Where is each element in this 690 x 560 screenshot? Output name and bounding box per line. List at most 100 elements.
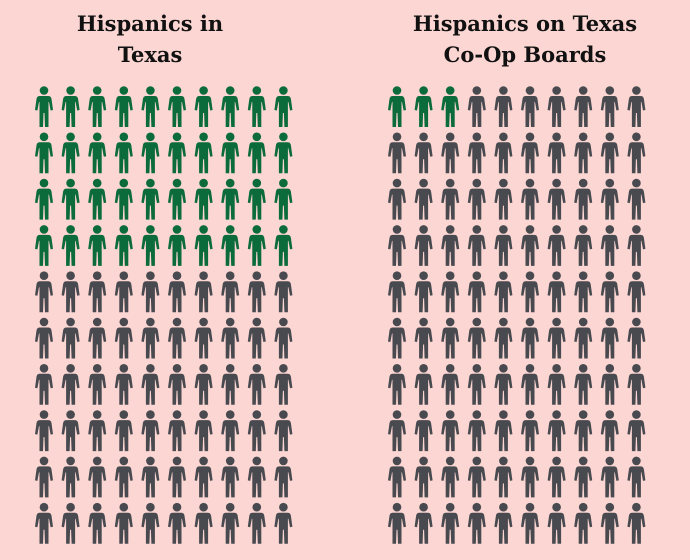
person-icon [168, 410, 186, 452]
person-icon [194, 364, 213, 405]
person-icon-highlighted [194, 86, 213, 127]
person-icon-highlighted [441, 86, 460, 127]
person-icon-highlighted [114, 86, 133, 127]
chart-hispanics-in-texas: Hispanics in Texas [0, 0, 300, 560]
person-icon [627, 502, 646, 544]
person-icon [547, 271, 566, 313]
person-icon [600, 225, 619, 266]
person-icon [521, 410, 539, 452]
person-icon-highlighted [194, 178, 213, 220]
person-icon [247, 364, 266, 405]
person-icon [494, 364, 513, 405]
person-icon [441, 132, 460, 174]
person-icon [414, 317, 433, 359]
person-icon [547, 86, 566, 127]
person-icon [600, 178, 619, 220]
person-icon-highlighted [114, 225, 133, 266]
person-icon [547, 317, 566, 359]
person-icon-highlighted [414, 86, 433, 127]
person-icon [414, 178, 433, 220]
person-icon-highlighted [168, 86, 186, 127]
person-icon [61, 271, 80, 313]
person-icon [600, 132, 619, 174]
person-icon-highlighted [114, 178, 133, 220]
person-icon [114, 364, 133, 405]
pictogram-grid [35, 86, 293, 544]
person-icon [600, 364, 619, 405]
person-icon [274, 502, 293, 544]
person-icon [88, 317, 107, 359]
person-icon [88, 271, 107, 313]
person-icon-highlighted [194, 132, 213, 174]
person-icon [441, 271, 460, 313]
title-line-2: Co-Op Boards [443, 42, 607, 67]
person-icon [194, 410, 213, 452]
person-icon [414, 132, 433, 174]
person-icon-highlighted [274, 225, 293, 266]
person-icon [388, 225, 406, 266]
person-icon [627, 410, 646, 452]
person-icon-highlighted [114, 132, 133, 174]
person-icon [114, 271, 133, 313]
person-icon [274, 364, 293, 405]
person-icon [600, 271, 619, 313]
person-icon [114, 456, 133, 498]
person-icon [494, 317, 513, 359]
person-icon-highlighted [61, 178, 80, 220]
person-icon [141, 456, 160, 498]
person-icon-highlighted [221, 132, 240, 174]
person-icon [494, 410, 513, 452]
person-icon-highlighted [35, 225, 53, 266]
person-icon-highlighted [141, 132, 160, 174]
person-icon [274, 456, 293, 498]
person-icon [494, 86, 513, 127]
person-icon [467, 502, 486, 544]
person-icon-highlighted [247, 132, 266, 174]
person-icon [467, 364, 486, 405]
person-icon [35, 410, 53, 452]
title-line-2: Texas [117, 42, 183, 67]
person-icon [521, 178, 539, 220]
person-icon-highlighted [168, 178, 186, 220]
person-icon [247, 317, 266, 359]
person-icon [414, 456, 433, 498]
person-icon-highlighted [141, 86, 160, 127]
person-icon [247, 410, 266, 452]
person-icon [627, 271, 646, 313]
person-icon [88, 456, 107, 498]
person-icon-highlighted [247, 86, 266, 127]
person-icon-highlighted [221, 225, 240, 266]
person-icon [61, 317, 80, 359]
person-icon [600, 410, 619, 452]
person-icon [388, 271, 406, 313]
person-icon [521, 86, 539, 127]
person-icon [35, 271, 53, 313]
person-icon [494, 132, 513, 174]
person-icon [574, 86, 593, 127]
person-icon-highlighted [88, 132, 107, 174]
person-icon [441, 317, 460, 359]
person-icon [600, 86, 619, 127]
person-icon [441, 456, 460, 498]
person-icon [441, 178, 460, 220]
pictogram-grid [388, 86, 646, 544]
person-icon [467, 456, 486, 498]
person-icon-highlighted [247, 178, 266, 220]
person-icon [274, 271, 293, 313]
person-icon [35, 456, 53, 498]
person-icon [467, 410, 486, 452]
person-icon [194, 317, 213, 359]
person-icon [221, 502, 240, 544]
person-icon-highlighted [35, 86, 53, 127]
person-icon-highlighted [168, 132, 186, 174]
person-icon [521, 317, 539, 359]
person-icon [61, 502, 80, 544]
person-icon [494, 225, 513, 266]
person-icon [247, 502, 266, 544]
person-icon [388, 317, 406, 359]
person-icon [494, 271, 513, 313]
person-icon [547, 132, 566, 174]
person-icon [494, 502, 513, 544]
person-icon [574, 178, 593, 220]
person-icon-highlighted [274, 86, 293, 127]
